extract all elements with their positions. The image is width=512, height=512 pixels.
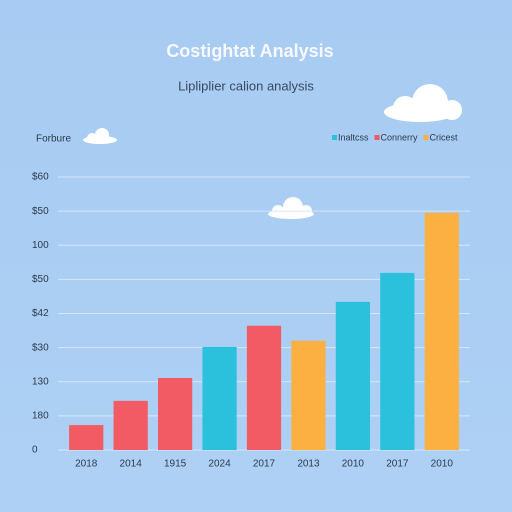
legend-swatch — [374, 135, 380, 140]
legend-swatch — [332, 135, 337, 140]
y-tick-label: $30 — [32, 342, 49, 353]
legend-swatch — [423, 135, 429, 140]
bar — [424, 212, 459, 450]
y-tick-label: 0 — [32, 445, 38, 456]
y-tick-label: 130 — [32, 376, 49, 387]
y-tick-label: $42 — [32, 308, 49, 319]
legend-label: Inaltcss — [338, 132, 369, 142]
x-tick-label: 2013 — [297, 459, 320, 470]
y-tick-label: 100 — [32, 240, 49, 251]
axis-label: Forbure — [36, 134, 71, 145]
y-tick-label: $50 — [32, 274, 49, 285]
bar — [202, 346, 237, 450]
x-tick-label: 2017 — [386, 459, 409, 470]
x-tick-label: 2018 — [75, 459, 98, 470]
cloud — [83, 128, 117, 144]
bar — [291, 340, 326, 450]
x-tick-label: 2010 — [431, 459, 454, 470]
bar — [380, 272, 415, 450]
y-tick-label: $60 — [32, 172, 49, 183]
bar — [113, 400, 148, 450]
legend-label: Connerry — [381, 132, 419, 142]
x-tick-label: 2017 — [253, 459, 276, 470]
y-tick-label: $50 — [32, 206, 49, 217]
y-tick-label: 180 — [32, 411, 49, 422]
bar — [335, 301, 370, 450]
chart-subtitle: Lipliplier calion analysis — [178, 78, 314, 93]
bar — [158, 377, 193, 450]
chart-title: Costightat Analysis — [166, 41, 333, 61]
bar — [246, 325, 282, 450]
cloud — [384, 84, 462, 122]
x-tick-label: 2024 — [208, 459, 231, 470]
x-tick-label: 2010 — [342, 459, 365, 470]
bar — [69, 425, 104, 450]
x-tick-label: 2014 — [120, 459, 143, 470]
legend-label: Cricest — [430, 132, 459, 142]
x-tick-label: 1915 — [164, 459, 187, 470]
